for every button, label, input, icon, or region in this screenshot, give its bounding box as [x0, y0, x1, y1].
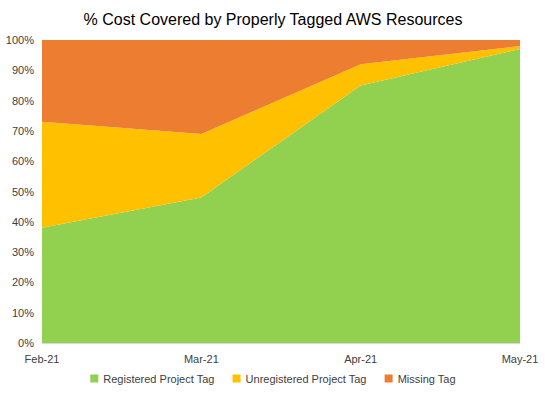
svg-text:% Cost Covered by Properly Tag: % Cost Covered by Properly Tagged AWS Re…	[84, 11, 463, 28]
svg-text:Mar-21: Mar-21	[184, 353, 219, 365]
svg-text:40%: 40%	[12, 216, 34, 228]
svg-text:80%: 80%	[12, 95, 34, 107]
svg-text:Apr-21: Apr-21	[344, 353, 377, 365]
svg-text:20%: 20%	[12, 276, 34, 288]
svg-text:30%: 30%	[12, 246, 34, 258]
svg-text:60%: 60%	[12, 155, 34, 167]
svg-text:May-21: May-21	[502, 353, 539, 365]
svg-text:Missing Tag: Missing Tag	[398, 373, 456, 385]
svg-text:50%: 50%	[12, 186, 34, 198]
svg-text:Registered Project Tag: Registered Project Tag	[103, 373, 214, 385]
svg-text:Unregistered Project Tag: Unregistered Project Tag	[246, 373, 367, 385]
svg-text:0%: 0%	[18, 337, 34, 349]
svg-text:70%: 70%	[12, 125, 34, 137]
svg-text:100%: 100%	[6, 34, 34, 46]
svg-text:90%: 90%	[12, 64, 34, 76]
svg-text:10%: 10%	[12, 307, 34, 319]
svg-text:Feb-21: Feb-21	[25, 353, 60, 365]
